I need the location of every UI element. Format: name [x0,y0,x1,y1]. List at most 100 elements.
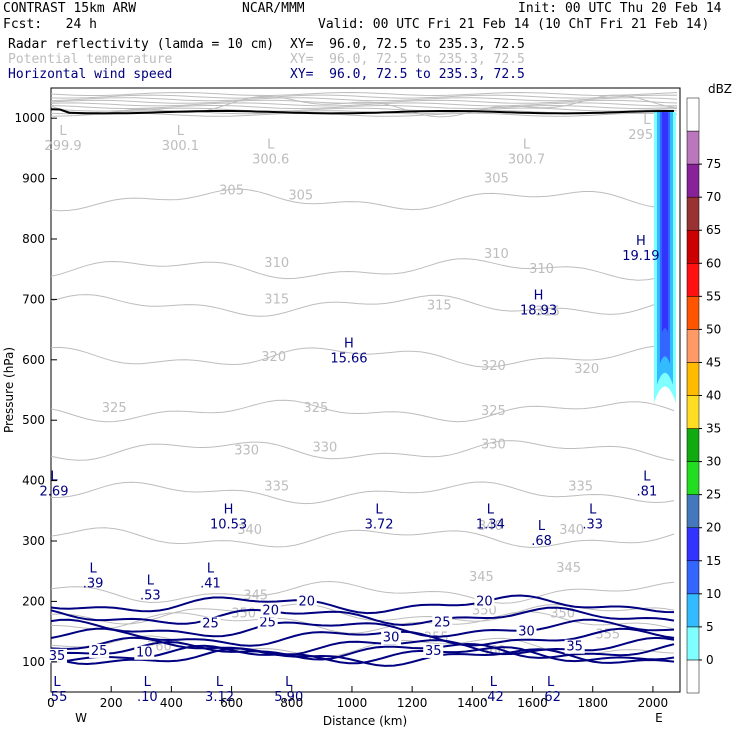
wind-extremum-value: 2.69 [40,485,69,500]
theta-upper-contour [50,91,678,97]
wind-label-mask [257,615,278,630]
theta-contour-label: 340 [478,519,503,534]
theta-extremum-type: L [267,137,275,152]
init-time: Init: 00 UTC Thu 20 Feb 14 [518,1,722,16]
wind-extremum-value: 3.72 [365,518,394,533]
wind-label-mask [47,648,68,663]
colorbar-level-label: 55 [706,289,721,303]
x-tick-label: 2000 [638,696,669,710]
wind-extremum-value: .68 [531,534,552,549]
wind-extremum-value: .39 [83,576,104,591]
y-tick-label: 300 [22,534,45,548]
wind-label-mask [89,643,110,658]
colorbar-swatch [686,263,700,297]
wind-extremum-value: .55 [47,690,68,705]
valid-time: Valid: 00 UTC Fri 21 Feb 14 (10 ChT Fri … [318,17,710,32]
wind-extremum-type: L [147,573,155,588]
colorbar-level-label: 50 [706,322,721,336]
wind-contour-label: 10 [136,646,153,661]
colorbar-level-label: 30 [706,455,721,469]
wind-extremum-type: H [636,234,646,249]
colorbar-level-label: 25 [706,488,721,502]
wind-extremum-type: H [224,503,234,518]
theta-contour-355 [50,611,675,634]
x-tick-label: 1800 [577,696,608,710]
wind-contour-label: 30 [518,625,535,640]
colorbar-unit: dBZ [708,82,732,96]
theta-upper-contour [50,104,678,110]
wind-extremum-type: L [538,519,546,534]
theta-upper-contour [50,112,678,117]
colorbar-swatch [686,196,700,231]
wind-extremum-value: 5.90 [274,690,303,705]
wind-extremum-value: .10 [137,690,158,705]
wind-extremum-value: 18.93 [520,303,557,318]
wind-label-mask [260,603,281,618]
wind-label-mask [296,594,317,609]
agency-label: NCAR/MMM [242,1,305,16]
direction-label: W [75,711,87,725]
colorbar-level-label: 60 [706,256,721,270]
wind-label-mask [564,639,585,654]
wind-contour-label: 20 [299,594,316,609]
wind-extremum-value: .33 [582,518,603,533]
theta-contour-320 [50,345,675,368]
colorbar-swatch [686,659,700,694]
field-theta-name: Potential temperature [8,52,173,67]
wind-extremum-type: L [144,675,152,690]
theta-contour-label: 345 [243,588,268,603]
colorbar-swatch [686,229,700,264]
theta-contour-330 [50,440,675,461]
colorbar-level-label: 0 [706,653,714,667]
field-reflectivity-xy: XY= 96.0, 72.5 to 235.3, 72.5 [290,37,525,52]
axes-layer: 0 200 400 600 800 1000 1200 1400 1600 1800 2000 100… [14,111,668,725]
x-tick-label: 800 [280,696,303,710]
theta-contour-345 [50,580,675,604]
colorbar-swatch [686,395,700,429]
wind-extremum-value: 10.53 [210,518,247,533]
theta-contour-label: 320 [574,362,599,377]
colorbar-level-label: 65 [706,223,721,237]
wind-extremum-type: L [589,503,597,518]
theta-extremum-type: L [523,137,531,152]
wind-extremum-type: H [534,288,544,303]
theta-extremum-type: L [177,124,185,139]
theta-contour-label: 315 [535,304,560,319]
wind-extremum-type: L [53,675,61,690]
x-tick-label: 1400 [457,696,488,710]
surface-layer [50,108,674,115]
wind-extremum-value: .53 [140,588,161,603]
theta-contour-label: 335 [568,480,593,495]
theta-contour-label: 340 [559,523,584,538]
wind-extremum-value: 15.66 [330,352,367,367]
field-wind-name: Horizontal wind speed [8,67,173,82]
y-tick-label: 1000 [14,111,45,125]
wind-extremum-value: .42 [483,690,504,705]
wind-extremum-type: L [643,470,651,485]
colorbar: 0 5 10 15 20 25 30 35 40 45 50 55 60 65 70 75 [686,97,721,694]
theta-contour-label: 350 [231,606,256,621]
wind-label-mask [134,645,155,660]
theta-contour-label: 315 [264,292,289,307]
plot-frame [50,87,681,693]
theta-contour-310 [50,258,675,281]
theta-extremum-type: L [643,113,651,128]
theta-contour-label: 325 [303,401,328,416]
theta-extremum-value: 300.1 [162,139,199,154]
theta-contour-label: 320 [261,350,286,365]
colorbar-swatch [686,494,700,528]
colorbar-swatch [686,163,700,198]
y-tick-label: 600 [22,353,45,367]
field-theta-xy: XY= 96.0, 72.5 to 235.3, 72.5 [290,52,525,67]
model-title: CONTRAST 15km ARW [3,1,137,16]
direction-label: E [655,711,663,725]
colorbar-level-label: 5 [706,620,714,634]
wind-contour-label: 25 [259,616,276,631]
wind-speed-contour [50,594,675,615]
theta-upper-contour [50,99,678,104]
theta-contour-300 [50,94,675,118]
wind-extremum-type: L [375,503,383,518]
wind-extremum-value: 1.34 [476,518,505,533]
colorbar-level-label: 75 [706,157,721,171]
